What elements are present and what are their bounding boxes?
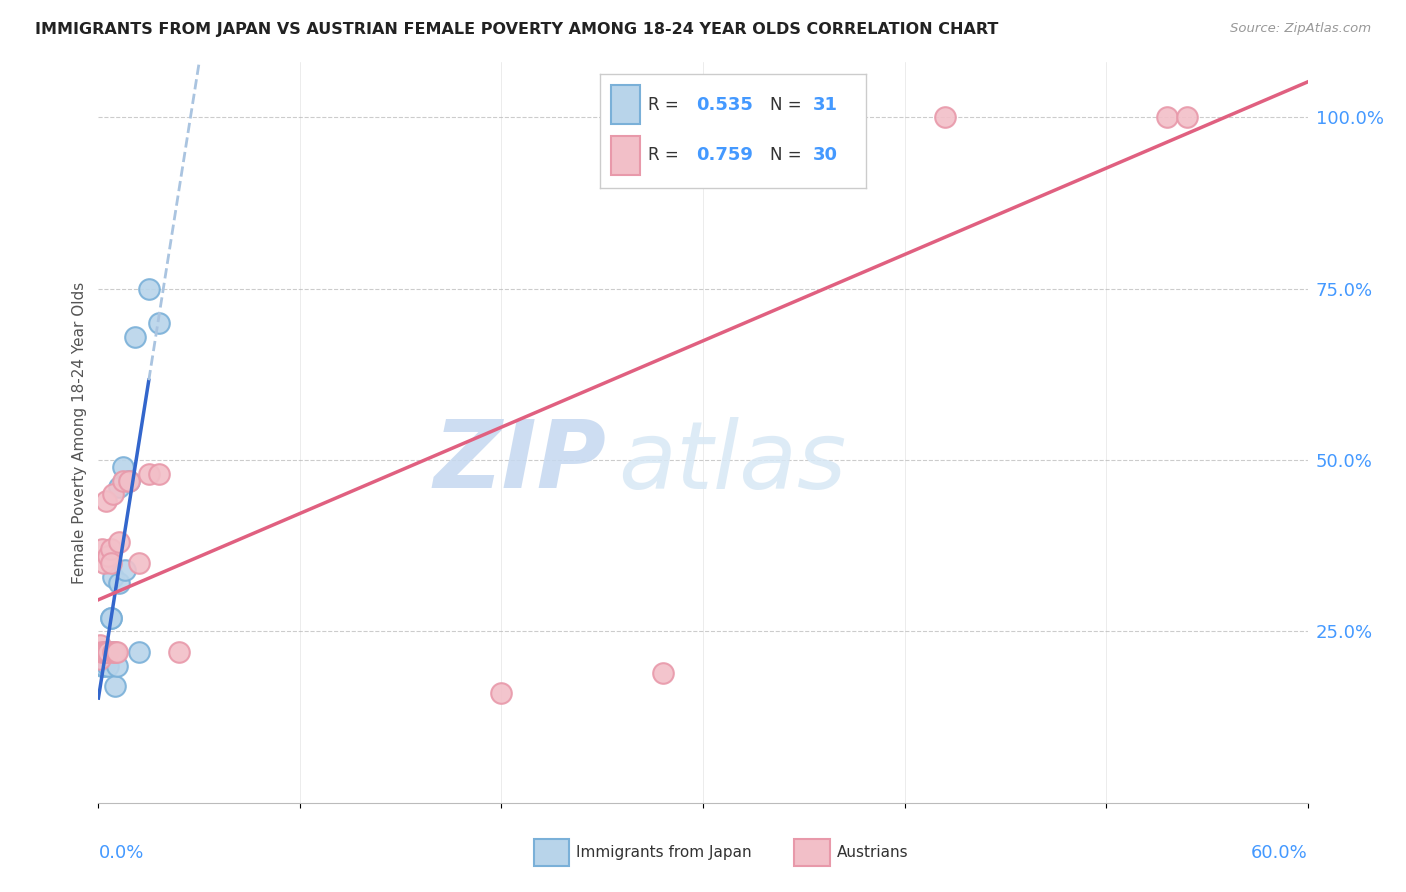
Point <box>97 652 120 666</box>
Point <box>91 645 114 659</box>
Point <box>91 645 114 659</box>
Point <box>1175 110 1198 124</box>
Point <box>1156 110 1178 124</box>
Point <box>138 282 160 296</box>
Point <box>107 480 129 494</box>
Point <box>89 652 111 666</box>
Point <box>107 576 129 591</box>
Point <box>96 652 118 666</box>
Point <box>491 686 513 700</box>
Point <box>100 610 122 624</box>
Text: 60.0%: 60.0% <box>1251 844 1308 862</box>
Point <box>87 652 110 666</box>
Point <box>101 569 124 583</box>
Point <box>793 110 815 124</box>
Point <box>934 110 956 124</box>
Point <box>93 645 115 659</box>
Point <box>100 556 122 570</box>
Y-axis label: Female Poverty Among 18-24 Year Olds: Female Poverty Among 18-24 Year Olds <box>72 282 87 583</box>
Point <box>97 549 120 563</box>
Point <box>91 658 114 673</box>
Point <box>114 563 136 577</box>
Point <box>97 645 120 659</box>
Point <box>97 645 120 659</box>
Point <box>93 652 115 666</box>
Text: Immigrants from Japan: Immigrants from Japan <box>576 846 752 860</box>
Point <box>148 467 170 481</box>
Point <box>96 652 118 666</box>
Point <box>100 610 122 624</box>
Point <box>89 645 111 659</box>
Point <box>167 645 190 659</box>
Point <box>101 645 124 659</box>
Text: atlas: atlas <box>619 417 846 508</box>
Point <box>93 645 115 659</box>
Text: Austrians: Austrians <box>837 846 908 860</box>
Point <box>100 542 122 557</box>
Point <box>105 645 128 659</box>
Point <box>96 645 118 659</box>
Point <box>148 316 170 330</box>
Text: 0.0%: 0.0% <box>98 844 143 862</box>
Point <box>128 556 150 570</box>
Point <box>118 474 141 488</box>
Point <box>97 658 120 673</box>
Point <box>96 645 118 659</box>
Point <box>111 474 134 488</box>
Point <box>89 638 111 652</box>
Point <box>138 467 160 481</box>
Text: IMMIGRANTS FROM JAPAN VS AUSTRIAN FEMALE POVERTY AMONG 18-24 YEAR OLDS CORRELATI: IMMIGRANTS FROM JAPAN VS AUSTRIAN FEMALE… <box>35 22 998 37</box>
Point <box>93 658 115 673</box>
Point <box>91 652 114 666</box>
Point <box>103 679 125 693</box>
Point <box>105 658 128 673</box>
Point <box>101 487 124 501</box>
Point <box>93 556 115 570</box>
Point <box>111 459 134 474</box>
Point <box>124 329 146 343</box>
Point <box>118 474 141 488</box>
Point <box>107 535 129 549</box>
Point <box>103 645 125 659</box>
Text: Source: ZipAtlas.com: Source: ZipAtlas.com <box>1230 22 1371 36</box>
Point <box>89 652 111 666</box>
Point <box>96 494 118 508</box>
Point <box>101 645 124 659</box>
Point <box>87 645 110 659</box>
Point <box>91 542 114 557</box>
Point <box>128 645 150 659</box>
Text: ZIP: ZIP <box>433 417 606 508</box>
Point <box>651 665 673 680</box>
Point <box>97 645 120 659</box>
